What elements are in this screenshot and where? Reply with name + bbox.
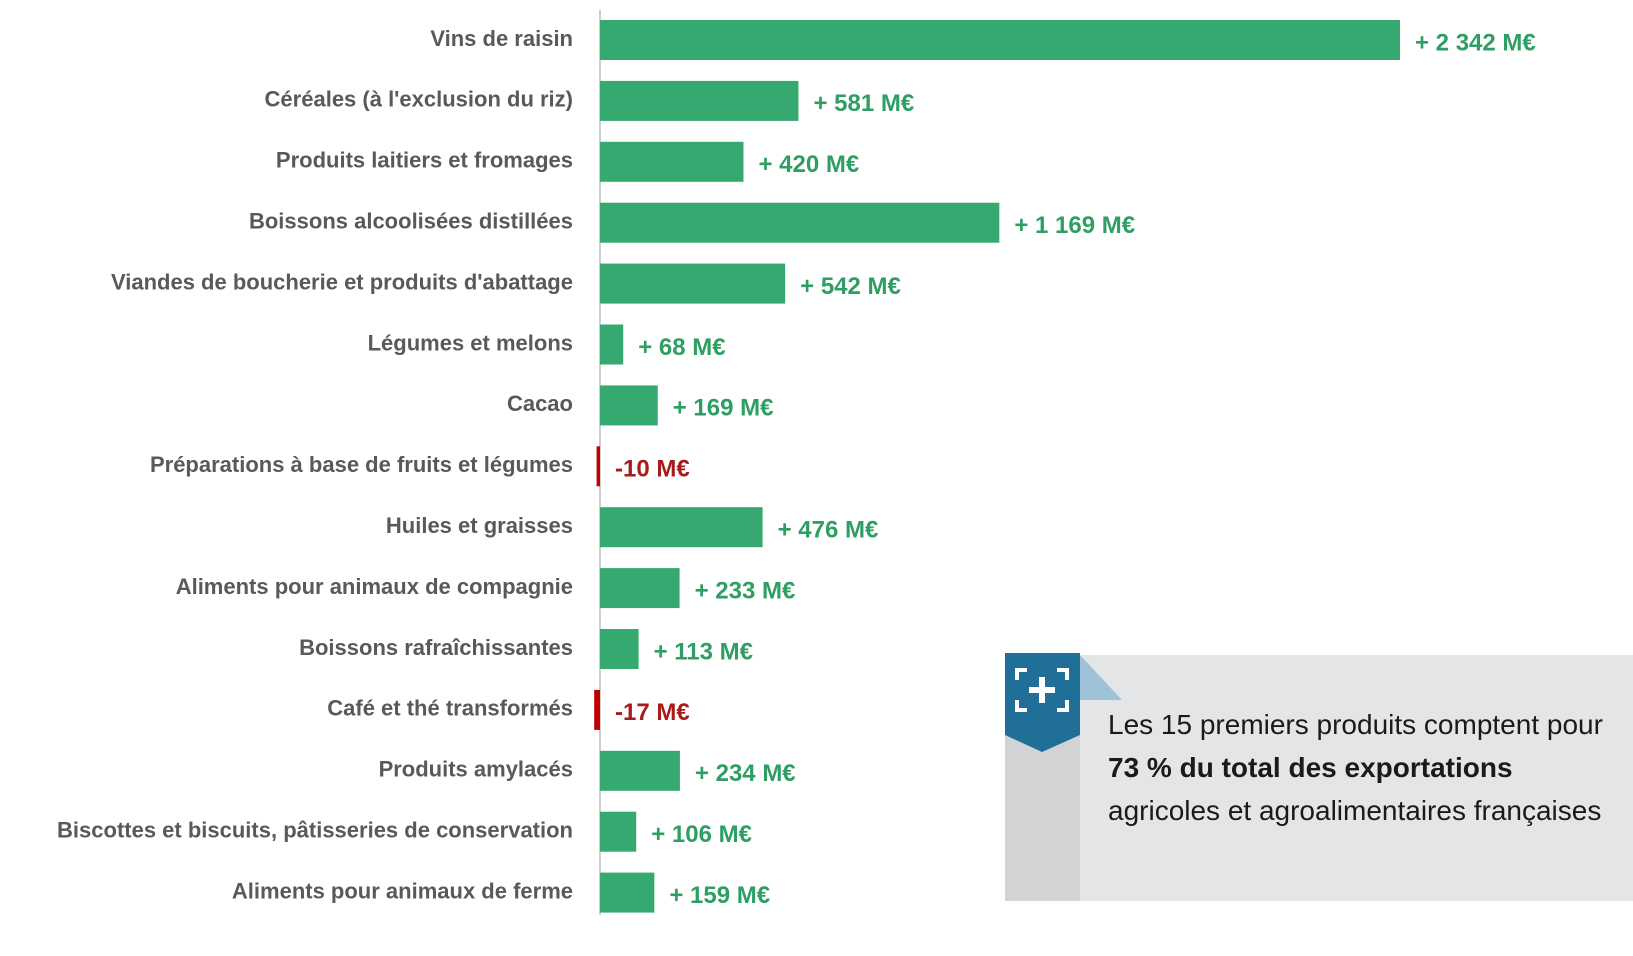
value-label: + 106 M€: [651, 821, 752, 848]
category-label: Boissons rafraîchissantes: [299, 635, 573, 660]
note-bold: 73 % du total des exportations: [1108, 752, 1513, 783]
icon: [1015, 668, 1069, 712]
value-label: + 234 M€: [695, 760, 796, 787]
category-label: Légumes et melons: [368, 330, 573, 355]
bar: [600, 80, 799, 121]
category-label: Aliments pour animaux de ferme: [232, 878, 573, 903]
bar: [600, 629, 639, 669]
value-label: + 420 M€: [758, 151, 859, 178]
value-label: -17 M€: [615, 699, 690, 726]
bar: [600, 750, 680, 791]
category-label: Boissons alcoolisées distillées: [249, 209, 573, 234]
category-label: Café et thé transformés: [327, 696, 573, 721]
value-label: + 1 169 M€: [1014, 212, 1135, 239]
category-label: Huiles et graisses: [386, 513, 573, 538]
category-label: Vins de raisin: [430, 26, 573, 51]
bar: [600, 568, 680, 609]
value-label: + 476 M€: [778, 517, 879, 544]
category-label: Viandes de boucherie et produits d'abatt…: [111, 269, 573, 294]
bar: [600, 872, 655, 913]
bar: [600, 141, 744, 182]
value-label: + 113 M€: [654, 638, 753, 665]
note-text: Les 15 premiers produits comptent pour 7…: [1108, 703, 1630, 832]
category-label: Aliments pour animaux de compagnie: [176, 574, 573, 599]
category-label: Céréales (à l'exclusion du riz): [265, 87, 573, 112]
bar: [594, 689, 600, 730]
value-label: + 169 M€: [673, 395, 774, 422]
bar: [600, 202, 1000, 243]
bar: [600, 385, 658, 426]
value-label: + 581 M€: [813, 90, 914, 117]
category-label: Préparations à base de fruits et légumes: [150, 452, 573, 477]
category-label: Biscottes et biscuits, pâtisseries de co…: [57, 818, 573, 843]
note-part: Les 15 premiers produits comptent pour: [1108, 709, 1603, 740]
bar: [600, 263, 786, 304]
bar: [600, 811, 637, 852]
bar: [600, 507, 763, 548]
bar: [600, 20, 1400, 60]
value-label: + 542 M€: [800, 273, 901, 300]
note-part: agricoles et agroalimentaires françaises: [1108, 795, 1602, 826]
value-label: + 2 342 M€: [1415, 29, 1536, 56]
category-label: Cacao: [507, 391, 573, 416]
value-label: + 233 M€: [695, 577, 796, 604]
ribbon-fold: [1080, 655, 1122, 700]
bar: [600, 324, 624, 365]
value-label: -10 M€: [615, 456, 690, 483]
bar: [596, 446, 600, 487]
category-label: Produits amylacés: [379, 757, 573, 782]
category-label: Produits laitiers et fromages: [276, 148, 573, 173]
value-label: + 68 M€: [638, 334, 725, 361]
value-label: + 159 M€: [669, 882, 770, 909]
